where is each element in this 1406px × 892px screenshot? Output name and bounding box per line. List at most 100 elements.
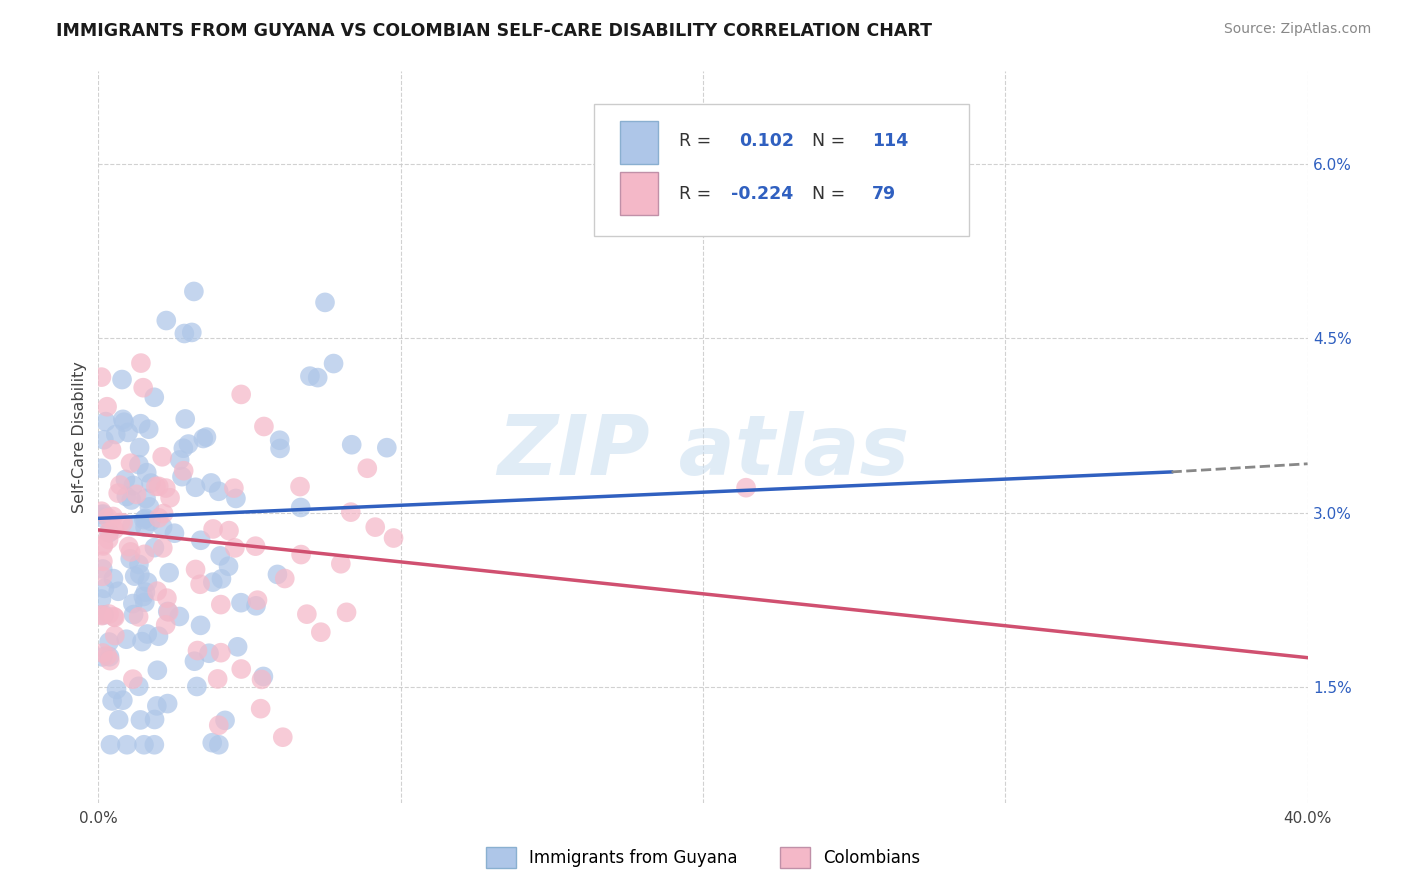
Point	[128, 567, 150, 582]
Text: -0.224: -0.224	[731, 186, 793, 203]
Point	[120, 551, 142, 566]
Point	[335, 605, 357, 619]
Point	[90, 607, 112, 622]
Point	[159, 491, 181, 505]
Point	[225, 491, 247, 506]
Point	[375, 441, 398, 455]
Point	[139, 514, 162, 528]
Point	[298, 369, 321, 384]
Point	[136, 575, 159, 590]
Point	[174, 412, 197, 426]
Point	[208, 484, 231, 499]
Point	[112, 415, 135, 429]
Point	[118, 540, 141, 554]
Point	[155, 313, 177, 327]
Point	[193, 432, 215, 446]
Point	[155, 618, 177, 632]
Point	[115, 738, 138, 752]
Point	[98, 635, 121, 649]
Point	[152, 507, 174, 521]
Point	[110, 516, 132, 530]
Point	[135, 466, 157, 480]
Point	[122, 478, 145, 492]
Point	[97, 510, 120, 524]
Point	[108, 478, 131, 492]
Point	[156, 697, 179, 711]
Point	[209, 646, 232, 660]
Point	[172, 442, 194, 456]
Point	[198, 646, 221, 660]
Point	[134, 511, 156, 525]
Point	[152, 541, 174, 555]
Point	[94, 415, 117, 429]
Point	[112, 516, 135, 530]
Point	[245, 599, 267, 613]
Point	[125, 487, 148, 501]
Point	[90, 461, 112, 475]
Point	[184, 480, 207, 494]
Point	[138, 422, 160, 436]
Point	[173, 464, 195, 478]
Point	[143, 390, 166, 404]
Point	[111, 372, 134, 386]
Point	[97, 525, 120, 540]
Point	[115, 490, 138, 504]
Point	[231, 387, 253, 401]
Point	[129, 356, 152, 370]
Point	[98, 525, 121, 540]
Point	[100, 442, 122, 457]
Point	[200, 475, 222, 490]
FancyBboxPatch shape	[595, 104, 969, 235]
Point	[148, 629, 170, 643]
Point	[132, 738, 155, 752]
Text: N =: N =	[811, 186, 851, 203]
Point	[329, 557, 352, 571]
Point	[114, 472, 136, 486]
Point	[138, 500, 160, 514]
Point	[211, 572, 233, 586]
Point	[91, 539, 114, 553]
Point	[314, 295, 336, 310]
Point	[156, 604, 179, 618]
Point	[195, 430, 218, 444]
Point	[186, 643, 208, 657]
Point	[322, 357, 344, 371]
Point	[91, 554, 114, 568]
Point	[134, 585, 156, 599]
Text: 0.102: 0.102	[740, 132, 794, 150]
Point	[148, 511, 170, 525]
Point	[122, 607, 145, 622]
Point	[186, 680, 208, 694]
Point	[90, 504, 112, 518]
Point	[120, 493, 142, 508]
Point	[207, 672, 229, 686]
Point	[104, 628, 127, 642]
Point	[96, 400, 118, 414]
Point	[201, 736, 224, 750]
Point	[93, 607, 115, 622]
Point	[90, 370, 112, 384]
Point	[129, 713, 152, 727]
Point	[143, 713, 166, 727]
Point	[190, 533, 212, 548]
Point	[91, 649, 114, 664]
Point	[103, 609, 125, 624]
Point	[146, 663, 169, 677]
Point	[104, 427, 127, 442]
Point	[143, 738, 166, 752]
Point	[132, 381, 155, 395]
Text: 79: 79	[872, 186, 897, 203]
Point	[105, 682, 128, 697]
Point	[208, 718, 231, 732]
Legend: Immigrants from Guyana, Colombians: Immigrants from Guyana, Colombians	[486, 847, 920, 868]
Point	[143, 541, 166, 555]
Point	[290, 500, 312, 515]
Point	[274, 572, 297, 586]
Point	[120, 456, 142, 470]
Point	[101, 694, 124, 708]
Point	[146, 698, 169, 713]
Text: N =: N =	[811, 132, 851, 150]
Point	[103, 572, 125, 586]
Point	[134, 595, 156, 609]
FancyBboxPatch shape	[620, 121, 658, 164]
